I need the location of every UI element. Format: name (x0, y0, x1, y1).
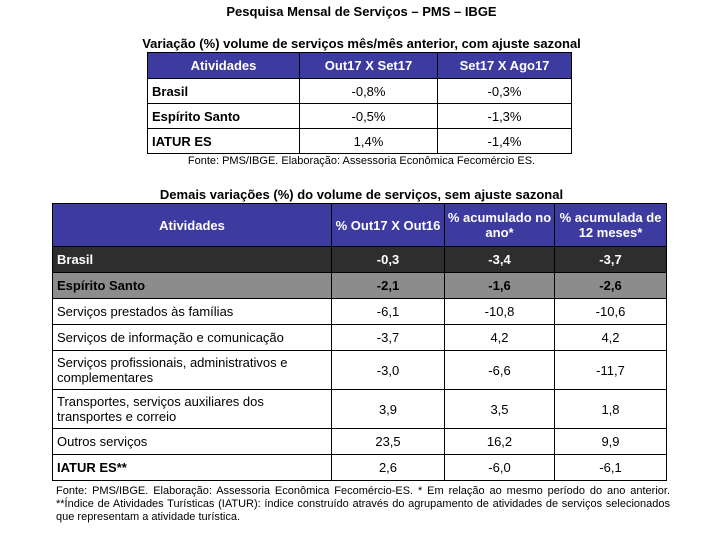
table2-header-oct17-oct16: % Out17 X Out16 (331, 203, 445, 247)
value-cell: -0,3% (437, 78, 572, 104)
value-cell: 16,2 (444, 428, 555, 455)
table2-row-iatur: IATUR ES** 2,6 -6,0 -6,1 (52, 454, 667, 481)
value-cell: -3,0 (331, 350, 445, 390)
table2-row-espirito-santo: Espírito Santo -2,1 -1,6 -2,6 (52, 272, 667, 299)
table1-caption: Variação (%) volume de serviços mês/mês … (142, 36, 581, 51)
row-label: Brasil (147, 78, 300, 104)
value-cell: -6,6 (444, 350, 555, 390)
table1-row: Brasil -0,8% -0,3% (147, 78, 572, 104)
value-cell: -10,8 (444, 298, 555, 325)
row-label: Espírito Santo (147, 103, 300, 129)
row-label: IATUR ES (147, 128, 300, 154)
row-label: Serviços profissionais, administrativos … (52, 350, 332, 390)
page-title: Pesquisa Mensal de Serviços – PMS – IBGE (226, 4, 497, 19)
value-cell: 1,4% (299, 128, 438, 154)
table1-header-sep-aug: Set17 X Ago17 (437, 52, 572, 79)
table1-row: Espírito Santo -0,5% -1,3% (147, 103, 572, 129)
table1-header-oct-sep: Out17 X Set17 (299, 52, 438, 79)
value-cell: 23,5 (331, 428, 445, 455)
table2-header-row: Atividades % Out17 X Out16 % acumulado n… (52, 203, 667, 247)
row-label: Espírito Santo (52, 272, 332, 299)
value-cell: -1,3% (437, 103, 572, 129)
value-cell: 9,9 (554, 428, 667, 455)
value-cell: -0,5% (299, 103, 438, 129)
table2-row-brasil: Brasil -0,3 -3,4 -3,7 (52, 246, 667, 273)
value-cell: 4,2 (444, 324, 555, 351)
value-cell: -1,6 (444, 272, 555, 299)
value-cell: 2,6 (331, 454, 445, 481)
row-label: Serviços de informação e comunicação (52, 324, 332, 351)
table2-header-twelve-months: % acumulada de 12 meses* (554, 203, 667, 247)
table2-header-activities: Atividades (52, 203, 332, 247)
table2-row: Transportes, serviços auxiliares dos tra… (52, 389, 667, 429)
value-cell: 3,9 (331, 389, 445, 429)
table1-header-row: Atividades Out17 X Set17 Set17 X Ago17 (147, 52, 572, 79)
table2-row: Serviços de informação e comunicação -3,… (52, 324, 667, 351)
value-cell: -3,4 (444, 246, 555, 273)
table2-row: Serviços prestados às famílias -6,1 -10,… (52, 298, 667, 325)
table1-source-note: Fonte: PMS/IBGE. Elaboração: Assessoria … (187, 155, 536, 167)
table2-caption: Demais variações (%) do volume de serviç… (159, 187, 564, 202)
row-label: Brasil (52, 246, 332, 273)
table2-row: Outros serviços 23,5 16,2 9,9 (52, 428, 667, 455)
value-cell: -6,1 (331, 298, 445, 325)
row-label: Outros serviços (52, 428, 332, 455)
seasonally-adjusted-table: Atividades Out17 X Set17 Set17 X Ago17 B… (147, 52, 572, 154)
row-label: Transportes, serviços auxiliares dos tra… (52, 389, 332, 429)
table2-header-year-to-date: % acumulado no ano* (444, 203, 555, 247)
table2-source-note: Fonte: PMS/IBGE. Elaboração: Assessoria … (56, 485, 670, 523)
value-cell: -1,4% (437, 128, 572, 154)
value-cell: -0,3 (331, 246, 445, 273)
value-cell: -11,7 (554, 350, 667, 390)
value-cell: -2,6 (554, 272, 667, 299)
value-cell: -10,6 (554, 298, 667, 325)
value-cell: -6,1 (554, 454, 667, 481)
table1-header-activities: Atividades (147, 52, 300, 79)
row-label: Serviços prestados às famílias (52, 298, 332, 325)
table2-row: Serviços profissionais, administrativos … (52, 350, 667, 390)
value-cell: -3,7 (331, 324, 445, 351)
value-cell: 1,8 (554, 389, 667, 429)
value-cell: 3,5 (444, 389, 555, 429)
row-label: IATUR ES** (52, 454, 332, 481)
value-cell: -3,7 (554, 246, 667, 273)
value-cell: -0,8% (299, 78, 438, 104)
value-cell: 4,2 (554, 324, 667, 351)
value-cell: -2,1 (331, 272, 445, 299)
unadjusted-variations-table: Atividades % Out17 X Out16 % acumulado n… (52, 203, 667, 481)
value-cell: -6,0 (444, 454, 555, 481)
table1-row: IATUR ES 1,4% -1,4% (147, 128, 572, 154)
